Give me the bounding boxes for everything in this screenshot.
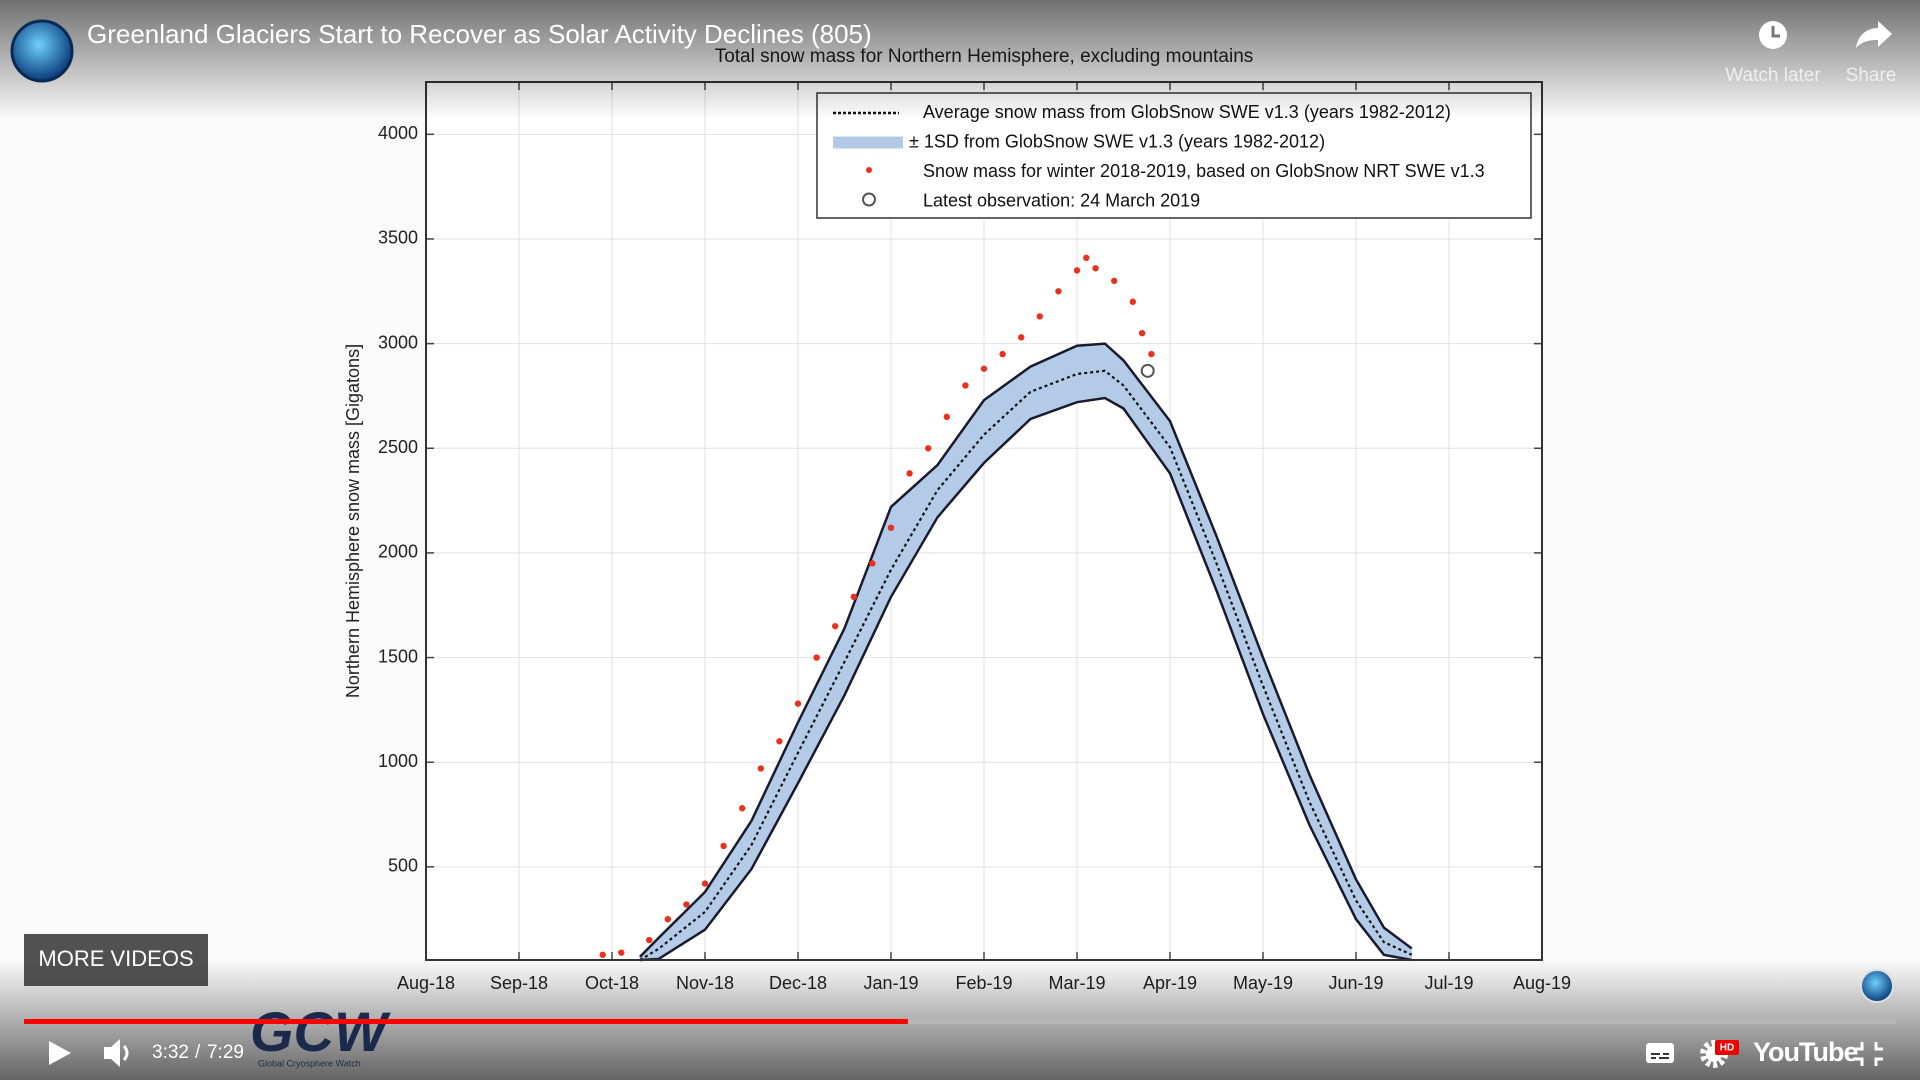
- time-current: 3:32: [152, 1042, 189, 1063]
- share-icon: [1856, 21, 1892, 48]
- legend-label: Latest observation: 24 March 2019: [923, 190, 1200, 210]
- observation-dot: [599, 951, 606, 958]
- observation-dot: [906, 470, 913, 477]
- watch-later-label: Watch later: [1725, 65, 1821, 86]
- y-tick-label: 500: [388, 856, 418, 876]
- gcw-logo-subtext: Global Cryosphere Watch: [258, 1058, 361, 1068]
- share-label: Share: [1846, 65, 1897, 86]
- observation-dot: [1111, 277, 1118, 285]
- legend-label: Snow mass for winter 2018-2019, based on…: [923, 161, 1485, 181]
- latest-observation: [1140, 363, 1155, 378]
- sd-lower-edge: [639, 396, 1413, 962]
- volume-icon: [104, 1039, 120, 1067]
- video-title[interactable]: Greenland Glaciers Start to Recover as S…: [87, 19, 872, 49]
- observation-dot: [925, 445, 932, 452]
- y-tick-label: 3000: [378, 332, 418, 352]
- play-button[interactable]: [49, 1041, 71, 1065]
- more-videos-button[interactable]: MORE VIDEOS: [24, 934, 208, 986]
- observation-dot: [1073, 267, 1081, 274]
- observation-dot: [618, 949, 625, 956]
- observation-dot: [701, 880, 709, 887]
- hd-badge-label: HD: [1720, 1043, 1734, 1054]
- top-overlay: [0, 0, 1920, 120]
- observation-dot: [1055, 288, 1062, 295]
- hd-badge: [1715, 1040, 1739, 1055]
- gcw-logo-text: GCW: [250, 1000, 391, 1063]
- y-tick-label: 2000: [378, 542, 418, 562]
- legend-symbol: [833, 136, 903, 149]
- progress-track[interactable]: [24, 1019, 1896, 1024]
- settings-button[interactable]: HD: [1700, 1040, 1739, 1068]
- legend-symbol: [862, 192, 876, 207]
- observation-dot: [832, 622, 839, 630]
- average-line: [639, 369, 1413, 961]
- y-tick-label: 3500: [378, 228, 418, 248]
- observation-dot: [1018, 334, 1025, 341]
- observation-dot: [1083, 254, 1090, 262]
- captions-button[interactable]: [1646, 1043, 1674, 1063]
- observation-dot: [1092, 265, 1099, 272]
- time-separator: /: [195, 1042, 201, 1063]
- observation-dot: [683, 901, 690, 908]
- y-axis-label: Northern Hemisphere snow mass [Gigatons]: [343, 344, 363, 698]
- legend-symbol: [866, 167, 872, 173]
- observation-dot: [664, 915, 671, 923]
- channel-avatar[interactable]: [10, 19, 74, 83]
- observation-dot: [1036, 313, 1044, 320]
- captions-lines: [1651, 1053, 1669, 1059]
- observation-dot: [1129, 298, 1137, 305]
- volume-button[interactable]: [104, 1039, 129, 1067]
- observation-dot: [850, 593, 857, 601]
- observation-dot: [869, 560, 876, 567]
- y-tick-label: 1000: [378, 751, 418, 771]
- chart: Total snow mass for Northern Hemisphere,…: [343, 46, 1571, 993]
- y-tick-label: 1500: [378, 646, 418, 666]
- more-videos-bg: [24, 934, 208, 986]
- observation-dot: [999, 350, 1006, 358]
- observation-dot: [776, 738, 783, 745]
- observation-dot: [962, 382, 969, 389]
- observation-dot: [646, 936, 653, 944]
- observation-dot: [1148, 350, 1155, 358]
- sd-band: [639, 343, 1412, 961]
- clock-hands: [1771, 26, 1780, 38]
- observation-dot: [757, 765, 764, 772]
- observation-dot: [720, 842, 727, 850]
- exit-fullscreen-button[interactable]: [1855, 1042, 1883, 1066]
- observation-dot: [943, 413, 950, 421]
- observation-dot: [813, 654, 820, 661]
- observation-dot: [1138, 329, 1146, 337]
- y-tick-label: 2500: [378, 437, 418, 457]
- y-tick-label: 4000: [378, 123, 418, 143]
- legend-label: ± 1SD from GlobSnow SWE v1.3 (years 1982…: [909, 131, 1325, 151]
- observation-dot: [739, 805, 746, 812]
- more-videos-label: MORE VIDEOS: [38, 946, 193, 971]
- volume-wave: [122, 1045, 129, 1061]
- observation-dot: [980, 365, 988, 372]
- observation-dot: [887, 524, 895, 532]
- youtube-logo[interactable]: YouTube: [1753, 1037, 1859, 1067]
- observation-dot: [794, 700, 802, 707]
- share-button[interactable]: Share: [1846, 21, 1897, 86]
- gcw-logo: GCW Global Cryosphere Watch: [250, 1000, 391, 1069]
- progress-played[interactable]: [24, 1019, 908, 1024]
- sd-upper-edge: [639, 342, 1413, 958]
- time-total: 7:29: [207, 1042, 244, 1063]
- watch-later-button[interactable]: Watch later: [1725, 21, 1821, 86]
- channel-watermark[interactable]: [1860, 969, 1894, 1003]
